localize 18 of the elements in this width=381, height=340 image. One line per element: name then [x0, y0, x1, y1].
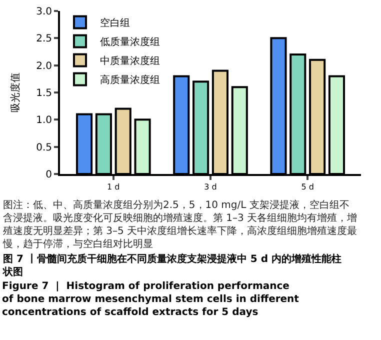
y-tick-label: 0.5 [36, 142, 52, 154]
legend-label: 高质量浓度组 [100, 74, 160, 86]
caption: Figure 7 | Histogram of proliferation performance of bone marrow mesenchymal stem cells in different concentrations of scaffold extracts for 5 days [2, 281, 300, 318]
x-tick-label: 5 d [301, 182, 314, 192]
y-tick-label: 2.0 [36, 60, 52, 72]
text: 图注：低、中、高质量浓度组分别为2.5，5，10 mg/L 支架浸提液，空白组不含浸提液。吸光度变化可反映细胞的增殖速度。第 1–3 天各组细胞均有增殖，增殖速度无明显差异；第 3–5 天中浓度组增长速率下降，高浓度组细胞增殖速度最慢，趋于停滞，与空白组对比明显 [2, 199, 358, 250]
caption: 图 7 丨骨髓间充质干细胞在不同质量浓度支架浸提液中 5 d 内的增殖性能柱状图 [2, 253, 342, 278]
y-tick-label: 2.5 [36, 34, 52, 45]
legend-label: 低质量浓度组 [100, 36, 160, 48]
legend-label: 中质量浓度组 [100, 55, 160, 68]
y-tick-label: 0 [46, 170, 52, 180]
y-tick-label: 3.0 [36, 6, 52, 18]
y-tick-label: 1.0 [36, 115, 52, 126]
y-axis-title: 吸光度值 [10, 72, 22, 112]
x-tick-label: 3 d [204, 182, 217, 192]
x-tick-label: 1 d [107, 182, 120, 192]
legend-label: 空白组 [100, 17, 130, 30]
y-tick-label: 1.5 [36, 88, 52, 99]
